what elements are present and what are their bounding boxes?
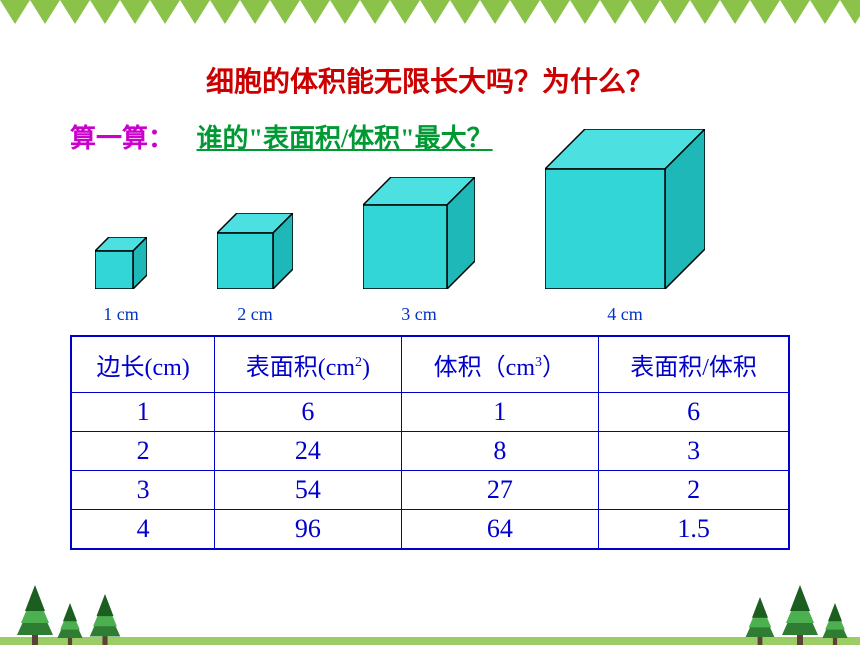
table-cell: 8 [401, 432, 599, 471]
table-row: 354272 [71, 471, 789, 510]
cube-wrap: 2 cm [217, 213, 293, 325]
table-cell: 2 [71, 432, 215, 471]
subtitle-question: 谁的"表面积/体积"最大？ [197, 124, 493, 153]
cube-label: 4 cm [607, 304, 643, 325]
table-cell: 96 [215, 510, 401, 550]
table-cell: 6 [215, 393, 401, 432]
table-cell: 64 [401, 510, 599, 550]
table-cell: 1.5 [599, 510, 789, 550]
bottom-decoration [0, 585, 860, 645]
subtitle: 算一算： 谁的"表面积/体积"最大？ [0, 118, 860, 155]
cube-wrap: 3 cm [363, 177, 475, 325]
table-cell: 6 [599, 393, 789, 432]
cube-4 [545, 129, 705, 289]
table-row: 1616 [71, 393, 789, 432]
table-header: 边长(cm) [71, 336, 215, 393]
cubes-row: 1 cm 2 cm 3 cm 4 cm [0, 175, 860, 325]
cube-label: 3 cm [401, 304, 437, 325]
table-cell: 54 [215, 471, 401, 510]
data-table: 边长(cm)表面积(cm2)体积（cm3）表面积/体积 161622483354… [70, 335, 790, 550]
table-header: 体积（cm3） [401, 336, 599, 393]
table-cell: 27 [401, 471, 599, 510]
table-header: 表面积(cm2) [215, 336, 401, 393]
cube-wrap: 1 cm [95, 237, 147, 325]
data-table-wrap: 边长(cm)表面积(cm2)体积（cm3）表面积/体积 161622483354… [70, 335, 790, 550]
table-cell: 1 [401, 393, 599, 432]
table-cell: 2 [599, 471, 789, 510]
cube-label: 2 cm [237, 304, 273, 325]
table-cell: 3 [71, 471, 215, 510]
table-row: 496641.5 [71, 510, 789, 550]
cube-label: 1 cm [103, 304, 139, 325]
cube-3 [363, 177, 475, 289]
table-body: 161622483354272496641.5 [71, 393, 789, 550]
main-title: 细胞的体积能无限长大吗？为什么？ [0, 60, 860, 100]
cube-1 [95, 237, 147, 289]
table-cell: 4 [71, 510, 215, 550]
table-cell: 1 [71, 393, 215, 432]
table-header: 表面积/体积 [599, 336, 789, 393]
slide-content: 细胞的体积能无限长大吗？为什么？ 算一算： 谁的"表面积/体积"最大？ 1 cm… [0, 0, 860, 550]
table-cell: 3 [599, 432, 789, 471]
table-cell: 24 [215, 432, 401, 471]
table-row: 22483 [71, 432, 789, 471]
cube-wrap: 4 cm [545, 129, 705, 325]
subtitle-label: 算一算： [70, 124, 174, 153]
cube-2 [217, 213, 293, 289]
table-header-row: 边长(cm)表面积(cm2)体积（cm3）表面积/体积 [71, 336, 789, 393]
